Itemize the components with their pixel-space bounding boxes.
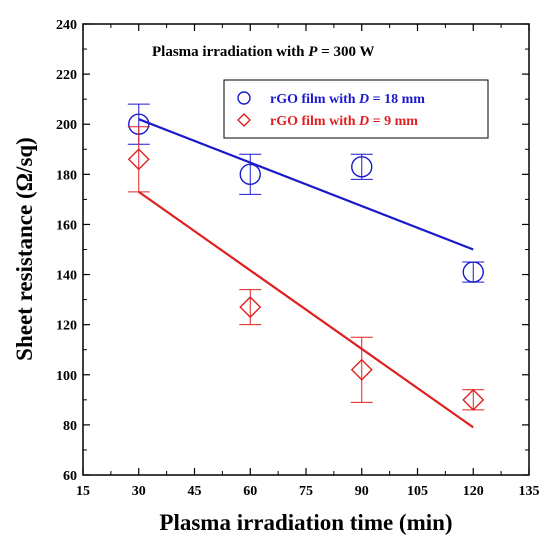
y-axis-title: Sheet resistance (Ω/sq) bbox=[12, 137, 37, 361]
legend-circle-marker bbox=[237, 91, 251, 105]
y-tick-label: 60 bbox=[63, 469, 77, 484]
x-tick-label: 75 bbox=[299, 484, 313, 499]
x-tick-label: 90 bbox=[355, 484, 369, 499]
diamond-marker bbox=[462, 388, 485, 411]
data-point-series-0 bbox=[350, 153, 373, 180]
x-axis-title: Plasma irradiation time (min) bbox=[159, 510, 452, 535]
y-tick-label: 200 bbox=[56, 118, 77, 133]
ticks: 15 30 45 60 75 90 105 120 135 60 80 100 120 140 160 180… bbox=[56, 18, 540, 499]
fit-lines bbox=[138, 118, 474, 429]
legend-diamond-marker bbox=[237, 113, 251, 127]
data-point-series-0 bbox=[239, 153, 262, 195]
y-tick-label: 120 bbox=[56, 319, 77, 334]
data-point-series-1 bbox=[462, 388, 485, 411]
circle-marker bbox=[239, 163, 261, 186]
circle-marker bbox=[351, 156, 373, 178]
data-marks bbox=[127, 103, 485, 411]
x-tick-label: 60 bbox=[243, 484, 257, 499]
y-tick-label: 140 bbox=[56, 269, 77, 284]
y-tick-label: 80 bbox=[63, 419, 77, 434]
legend: rGO film with D = 18 mm rGO film with D =… bbox=[237, 91, 425, 129]
data-point-series-1 bbox=[350, 336, 373, 403]
y-tick-label: 100 bbox=[56, 369, 77, 384]
data-point-series-1 bbox=[239, 289, 262, 326]
x-tick-label: 135 bbox=[519, 484, 540, 499]
diamond-marker bbox=[127, 148, 150, 171]
diamond-marker bbox=[350, 358, 373, 381]
x-tick-label: 15 bbox=[76, 484, 90, 499]
legend-entry-1: rGO film with D = 9 mm bbox=[237, 113, 418, 129]
data-point-series-0 bbox=[462, 261, 485, 283]
y-tick-label: 220 bbox=[56, 68, 77, 83]
circle-marker bbox=[462, 261, 484, 283]
y-tick-label: 240 bbox=[56, 18, 77, 33]
x-tick-label: 120 bbox=[463, 484, 484, 499]
fit-line-series-0 bbox=[138, 118, 474, 251]
legend-label: rGO film with D = 18 mm bbox=[270, 92, 425, 107]
x-tick-label: 105 bbox=[407, 484, 428, 499]
diamond-marker bbox=[239, 296, 262, 319]
y-tick-label: 180 bbox=[56, 168, 77, 183]
x-tick-label: 45 bbox=[188, 484, 202, 499]
legend-label: rGO film with D = 9 mm bbox=[270, 114, 418, 129]
x-tick-label: 30 bbox=[132, 484, 146, 499]
y-tick-label: 160 bbox=[56, 218, 77, 233]
fit-line-series-1 bbox=[138, 190, 474, 429]
legend-box bbox=[223, 79, 489, 139]
chart-annotation: Plasma irradiation with P = 300 W bbox=[152, 44, 374, 60]
data-point-series-1 bbox=[127, 126, 150, 193]
legend-entry-0: rGO film with D = 18 mm bbox=[237, 91, 425, 107]
